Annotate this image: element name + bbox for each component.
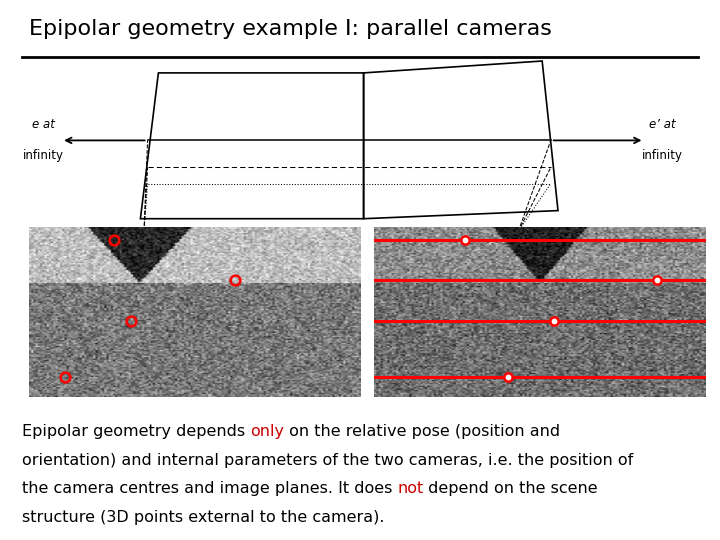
Text: only: only	[250, 424, 284, 439]
Text: infinity: infinity	[642, 148, 683, 161]
Text: depend on the scene: depend on the scene	[423, 481, 598, 496]
Text: Epipolar geometry depends: Epipolar geometry depends	[22, 424, 250, 439]
Text: e at: e at	[32, 118, 55, 131]
Text: infinity: infinity	[23, 148, 63, 161]
Text: not: not	[397, 481, 423, 496]
Text: on the relative pose (position and: on the relative pose (position and	[284, 424, 560, 439]
Text: Epipolar geometry example I: parallel cameras: Epipolar geometry example I: parallel ca…	[29, 19, 552, 39]
Text: orientation) and internal parameters of the two cameras, i.e. the position of: orientation) and internal parameters of …	[22, 453, 633, 468]
Text: e’ at: e’ at	[649, 118, 675, 131]
Text: the camera centres and image planes. It does: the camera centres and image planes. It …	[22, 481, 397, 496]
Text: structure (3D points external to the camera).: structure (3D points external to the cam…	[22, 510, 384, 525]
